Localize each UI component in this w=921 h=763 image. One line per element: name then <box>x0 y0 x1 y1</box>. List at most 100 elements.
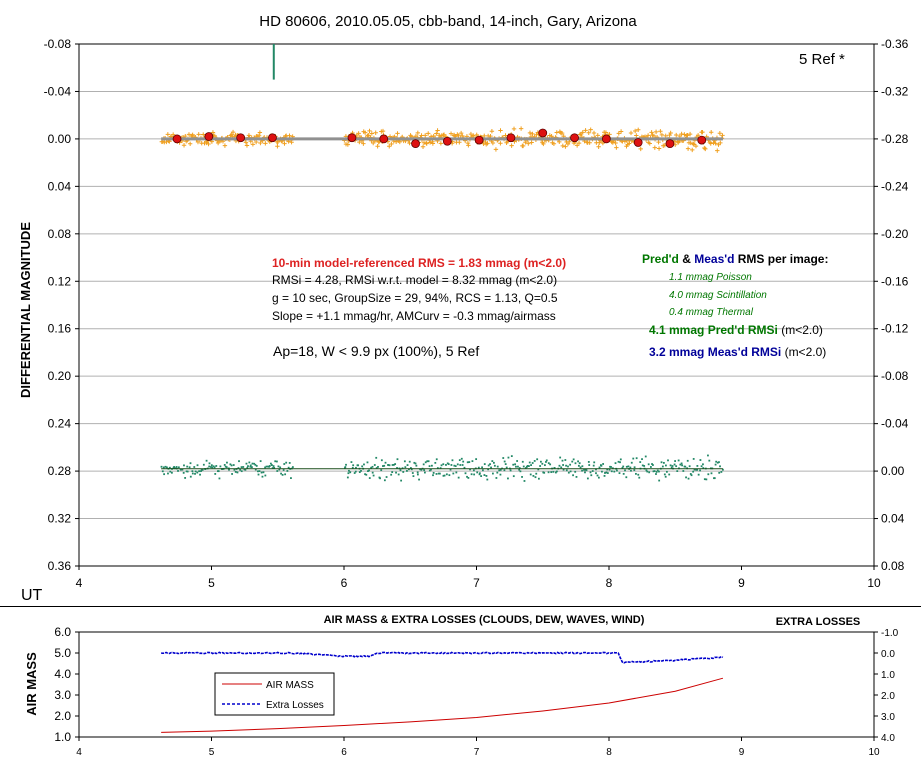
check-point <box>199 473 201 476</box>
airmass-chart: AIR MASS & EXTRA LOSSES (CLOUDS, DEW, WA… <box>24 614 899 758</box>
check-point <box>169 466 171 469</box>
stats-ap-line: Ap=18, W < 9.9 px (100%), 5 Ref <box>273 343 479 359</box>
check-point <box>491 460 494 462</box>
target-point <box>373 130 378 135</box>
rms-meas-cond: (m<2.0) <box>781 345 826 359</box>
check-point <box>240 470 243 473</box>
check-point <box>705 478 708 481</box>
left-axis-ticks: -0.08 -0.04 0.00 0.04 0.08 0.12 0.16 0.20 0.24 0.… <box>44 37 79 573</box>
check-point <box>410 468 413 471</box>
sub-y-tick-label: 1.0 <box>54 730 71 744</box>
check-point <box>541 462 544 465</box>
target-point <box>588 127 593 132</box>
check-point <box>718 461 720 464</box>
y-tick-label: 0.24 <box>48 417 72 431</box>
legend-box <box>214 672 335 716</box>
target-point <box>596 144 601 149</box>
check-point <box>284 473 287 476</box>
target-point <box>415 130 421 136</box>
check-point <box>547 462 550 465</box>
check-point <box>167 472 169 475</box>
check-point <box>223 464 226 466</box>
y-tick-label: 0.12 <box>48 274 72 288</box>
target-point <box>201 132 206 137</box>
check-point <box>454 465 457 468</box>
binned-point <box>442 136 452 146</box>
check-point <box>681 464 683 467</box>
check-point <box>503 469 506 472</box>
target-point <box>423 133 428 138</box>
chart-title: HD 80606, 2010.05.05, cbb-band, 14-inch,… <box>259 13 637 30</box>
x-axis-label: UT <box>21 587 43 604</box>
check-point <box>498 469 501 472</box>
check-point <box>424 461 427 464</box>
binned-point <box>570 133 579 143</box>
target-point <box>493 147 499 152</box>
check-point <box>439 467 442 470</box>
target-point <box>591 130 597 136</box>
check-point <box>667 459 669 462</box>
check-point <box>431 464 433 467</box>
rms-meas-value: 3.2 mmag Meas'd RMSi <box>649 345 781 359</box>
check-point <box>410 467 412 469</box>
check-point <box>643 465 646 467</box>
target-point <box>250 142 256 147</box>
target-point <box>389 141 394 147</box>
target-point <box>618 129 624 134</box>
check-point <box>435 458 438 461</box>
check-point <box>531 462 534 464</box>
target-point <box>551 141 557 146</box>
target-point <box>613 140 618 146</box>
check-point <box>502 457 505 459</box>
sub-x-tick-label: 4 <box>76 747 82 758</box>
check-point <box>507 477 509 480</box>
sub-y-tick-label: 6.0 <box>54 625 71 639</box>
check-point <box>265 465 268 468</box>
check-point <box>670 466 673 469</box>
check-point <box>598 466 601 469</box>
check-point <box>608 468 611 471</box>
target-point <box>190 132 195 137</box>
check-point <box>532 474 535 477</box>
check-point <box>380 469 383 472</box>
check-point <box>162 466 165 469</box>
check-point <box>355 466 357 469</box>
check-point <box>635 457 638 460</box>
check-point <box>696 468 699 471</box>
sub-plot-frame <box>78 631 875 738</box>
check-point <box>211 466 214 469</box>
check-point <box>649 466 652 468</box>
target-point <box>387 144 392 149</box>
check-point <box>539 460 542 463</box>
check-point <box>349 471 352 474</box>
check-point <box>286 470 289 472</box>
binned-point <box>474 135 484 145</box>
check-point <box>720 471 723 473</box>
check-point <box>674 460 677 462</box>
check-point <box>661 465 664 468</box>
check-point <box>457 476 460 479</box>
y2-tick-label: -0.36 <box>881 37 909 51</box>
check-point <box>233 468 236 471</box>
check-point <box>432 474 434 477</box>
target-point <box>474 132 479 138</box>
sub-y2-tick-label: 2.0 <box>881 691 895 702</box>
legend-label-airmass: AIR MASS <box>266 680 314 691</box>
binned-point <box>506 133 516 143</box>
check-point <box>205 459 208 462</box>
check-point <box>383 479 386 482</box>
check-point <box>406 470 408 472</box>
check-point <box>281 473 284 476</box>
check-point <box>679 463 682 466</box>
check-point <box>714 463 717 466</box>
y-tick-label: 0.20 <box>48 369 72 383</box>
sub-x-tick-label: 9 <box>739 747 745 758</box>
check-point <box>688 465 691 468</box>
sub-right-title: EXTRA LOSSES <box>776 616 861 628</box>
check-point <box>173 466 175 468</box>
target-point <box>362 130 368 135</box>
binned-point <box>268 133 277 143</box>
target-point <box>583 128 588 133</box>
check-point <box>493 464 496 467</box>
